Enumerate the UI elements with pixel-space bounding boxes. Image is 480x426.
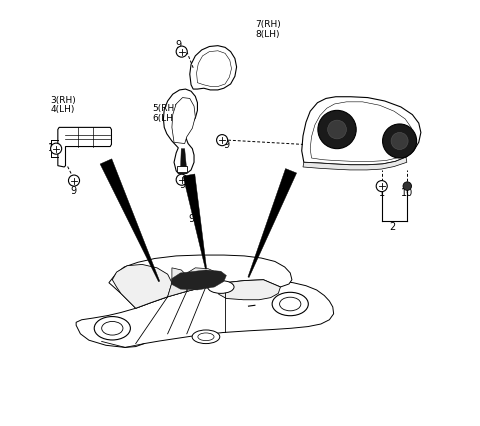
Text: 9: 9 [223,139,229,149]
Ellipse shape [192,330,220,344]
Polygon shape [76,280,334,348]
Circle shape [328,121,347,140]
Polygon shape [109,256,292,308]
Text: 9: 9 [188,213,194,223]
Circle shape [403,182,411,191]
Circle shape [376,181,387,192]
Polygon shape [177,166,187,173]
Circle shape [176,175,187,186]
Polygon shape [58,128,111,167]
Ellipse shape [279,297,301,311]
Polygon shape [180,149,187,171]
Text: 9: 9 [70,186,76,196]
Text: 1: 1 [379,187,385,198]
Polygon shape [163,90,197,174]
Polygon shape [172,98,195,144]
Polygon shape [112,265,172,308]
Ellipse shape [102,322,123,335]
Circle shape [69,176,80,187]
Polygon shape [218,280,280,300]
Circle shape [216,135,228,147]
Polygon shape [100,159,160,282]
Circle shape [391,133,408,150]
Text: 2: 2 [389,222,396,232]
Ellipse shape [272,293,308,316]
Polygon shape [183,175,206,269]
Text: 9: 9 [180,179,186,189]
Text: 7(RH)
8(LH): 7(RH) 8(LH) [255,20,281,38]
Text: 5(RH)
6(LH): 5(RH) 6(LH) [153,104,179,123]
Circle shape [50,144,61,155]
Polygon shape [248,169,297,278]
Polygon shape [302,98,421,165]
Polygon shape [171,271,227,290]
Polygon shape [310,103,413,162]
Ellipse shape [198,333,214,341]
Polygon shape [303,158,407,170]
Polygon shape [190,46,237,91]
Text: 1: 1 [48,142,55,152]
Text: 3(RH)
4(LH): 3(RH) 4(LH) [50,95,76,114]
Polygon shape [168,268,187,297]
Text: 10: 10 [401,187,413,198]
Text: 9: 9 [175,40,181,50]
Circle shape [318,111,356,149]
Circle shape [383,125,417,158]
Polygon shape [187,268,225,291]
Circle shape [176,47,187,58]
Ellipse shape [208,281,234,294]
Ellipse shape [94,317,131,340]
Polygon shape [197,52,231,87]
